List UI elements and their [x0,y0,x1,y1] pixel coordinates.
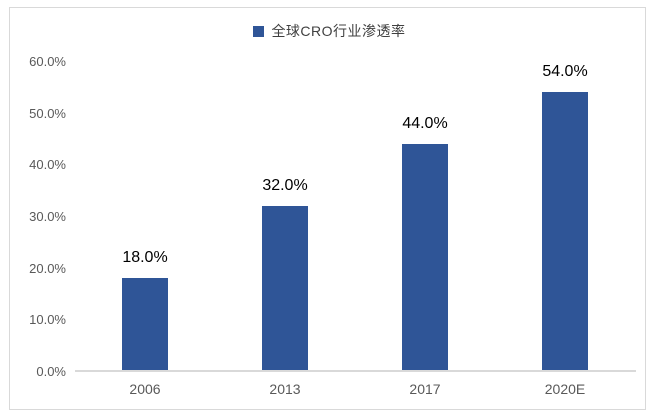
y-axis-tick-label: 20.0% [29,260,66,276]
x-axis-tick-label: 2006 [129,381,161,397]
legend: 全球CRO行业渗透率 [0,21,659,41]
bar-value-label: 44.0% [402,114,448,132]
bar-value-label: 54.0% [542,63,588,80]
y-axis-tick-label: 60.0% [29,54,66,69]
bar [542,92,588,371]
y-axis-tick-label: 0.0% [36,364,66,379]
x-axis-tick-label: 2020E [544,381,586,397]
y-axis-tick-label: 40.0% [29,157,66,173]
x-axis-line [75,370,636,372]
y-axis-tick-label: 10.0% [29,312,66,328]
bar-value-label: 18.0% [122,249,168,266]
bar [402,143,448,371]
bar [262,205,308,371]
legend-label: 全球CRO行业渗透率 [271,23,406,39]
chart-frame [9,7,646,410]
legend-marker-icon [253,25,265,37]
bar [122,278,168,371]
x-axis-tick-label: 2013 [269,381,301,397]
x-axis-tick-label: 2017 [409,381,441,397]
y-axis-tick-label: 30.0% [29,209,66,224]
y-axis-tick-label: 50.0% [29,105,66,121]
bar-value-label: 32.0% [262,176,308,194]
